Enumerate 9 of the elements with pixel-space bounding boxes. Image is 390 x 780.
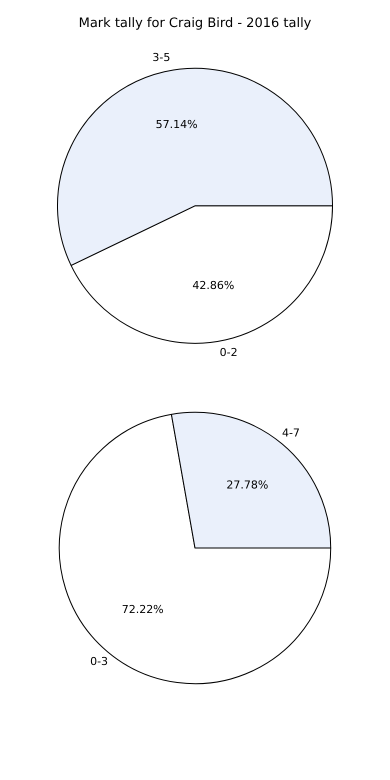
slice-label: 3-5 [152, 51, 170, 64]
data-label: 57.14% [156, 118, 198, 132]
slice-label: 4-7 [282, 426, 300, 440]
data-label: 72.22% [122, 603, 164, 616]
slice-label: 0-2 [220, 346, 238, 360]
data-label: 42.86% [192, 279, 234, 292]
slice-label: 0-3 [90, 655, 108, 668]
data-label: 27.78% [226, 478, 268, 492]
chart-title: Mark tally for Craig Bird - 2016 tally [78, 16, 312, 32]
